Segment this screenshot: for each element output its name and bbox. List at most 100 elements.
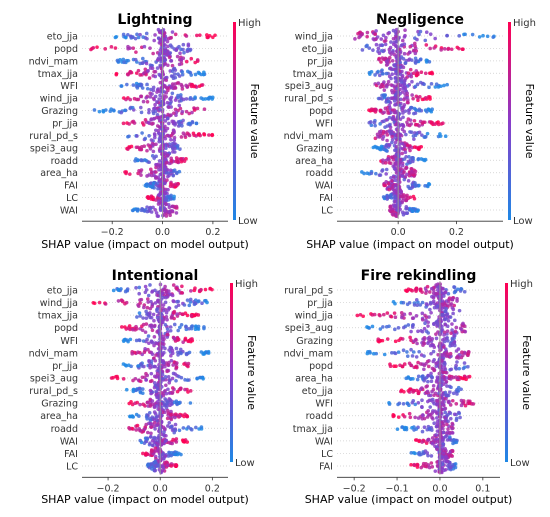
shap-point <box>449 367 454 372</box>
shap-point <box>382 39 387 43</box>
shap-point <box>457 46 461 51</box>
shap-point <box>485 34 490 39</box>
shap-point <box>434 402 439 407</box>
shap-point <box>160 122 164 127</box>
shap-point <box>411 96 415 101</box>
shap-point <box>393 327 397 332</box>
shap-point <box>453 329 458 334</box>
shap-point <box>440 400 444 405</box>
feature-label: WAI <box>60 436 78 447</box>
shap-point <box>410 79 414 84</box>
shap-point <box>178 95 183 99</box>
shap-point <box>178 347 183 352</box>
x-tick-label: 0.1 <box>475 483 490 494</box>
shap-point <box>156 165 161 169</box>
beeswarm-row <box>92 102 207 119</box>
shap-point <box>445 312 449 317</box>
shap-point <box>150 173 154 178</box>
shap-point <box>410 354 415 358</box>
shap-point <box>142 441 147 445</box>
shap-point <box>381 147 386 151</box>
shap-point <box>155 90 159 94</box>
shap-point <box>433 85 438 89</box>
shap-point <box>135 208 140 212</box>
shap-point <box>181 426 186 430</box>
shap-point <box>412 111 416 116</box>
x-tick-label: −0.1 <box>386 483 409 494</box>
shap-point <box>445 82 449 87</box>
shap-point <box>411 377 415 381</box>
shap-point <box>166 374 171 379</box>
shap-point <box>420 121 425 125</box>
shap-point <box>402 157 407 161</box>
shap-point <box>144 378 148 382</box>
shap-point <box>477 35 482 39</box>
shap-point <box>414 355 419 359</box>
shap-point <box>400 174 405 178</box>
shap-point <box>470 32 475 37</box>
shap-point <box>116 299 121 303</box>
shap-point <box>444 414 449 418</box>
shap-point <box>175 81 180 85</box>
x-tick-label: 0.0 <box>153 483 168 494</box>
shap-point <box>175 336 180 341</box>
shap-point <box>181 97 186 102</box>
shap-point <box>439 359 444 363</box>
shap-point <box>433 469 438 473</box>
shap-point <box>435 447 439 452</box>
shap-point <box>152 435 157 440</box>
shap-point <box>416 98 420 103</box>
feature-label: roadd <box>51 156 78 167</box>
shap-point <box>184 97 189 101</box>
shap-point <box>409 329 413 334</box>
feature-label: Grazing <box>41 399 78 410</box>
feature-label: ndvi_mam <box>29 348 78 359</box>
shap-point <box>387 208 392 213</box>
shap-point <box>173 107 178 112</box>
shap-point <box>362 171 366 176</box>
shap-point <box>197 288 202 293</box>
shap-point <box>414 286 419 291</box>
shap-point <box>460 353 465 358</box>
shap-point <box>420 329 425 334</box>
shap-point <box>156 214 161 218</box>
feature-label: WAI <box>60 206 78 217</box>
shap-point <box>442 339 447 344</box>
shap-point <box>145 437 150 441</box>
shap-point <box>135 32 139 37</box>
shap-point <box>157 97 162 101</box>
shap-point <box>146 334 151 338</box>
shap-point <box>165 53 170 57</box>
shap-point <box>175 361 179 365</box>
shap-point <box>367 46 372 50</box>
shap-point <box>446 400 451 404</box>
beeswarm-row <box>131 201 179 218</box>
feature-label: roadd <box>51 424 78 435</box>
beeswarm-row <box>373 127 448 143</box>
shap-point <box>165 463 169 468</box>
shap-point <box>410 400 415 405</box>
shap-point <box>414 337 418 342</box>
shap-point <box>430 70 434 75</box>
shap-point <box>136 364 141 368</box>
shap-point <box>144 31 149 36</box>
shap-point <box>158 115 162 119</box>
shap-point <box>141 35 145 39</box>
shap-point <box>448 431 452 436</box>
shap-point <box>406 71 411 75</box>
shap-point <box>443 134 448 138</box>
shap-point <box>123 289 128 294</box>
shap-point <box>442 468 446 473</box>
beeswarm-row <box>143 177 180 194</box>
shap-point <box>186 425 191 429</box>
shap-point <box>481 33 485 38</box>
shap-point <box>435 399 440 403</box>
shap-point <box>454 440 459 445</box>
shap-point <box>143 284 148 289</box>
shap-point <box>426 399 430 404</box>
shap-point <box>150 304 154 309</box>
shap-point <box>416 391 421 396</box>
shap-point <box>415 465 420 469</box>
shap-point <box>141 339 146 343</box>
